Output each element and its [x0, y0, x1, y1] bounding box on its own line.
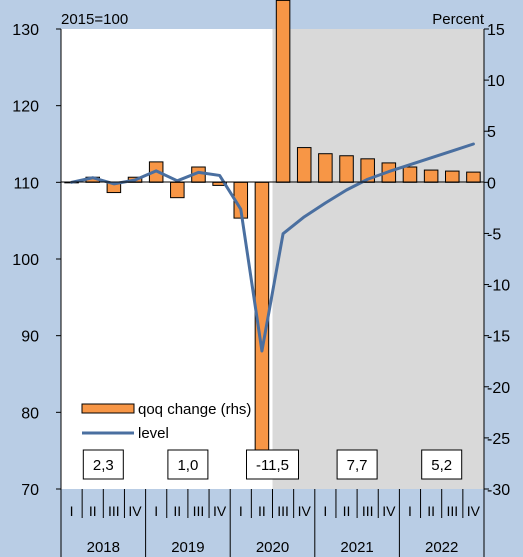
right-tick-label: -30: [487, 482, 510, 499]
annual-growth-value: 2,3: [93, 457, 114, 474]
right-tick-label: 10: [487, 73, 505, 90]
forecast-shading: [272, 29, 484, 489]
year-label: 2018: [87, 539, 120, 556]
year-label: 2019: [171, 539, 204, 556]
right-axis-ticks: -30 -25 -20 -15 -10 -5 0 5 10 15: [484, 22, 510, 499]
left-tick-label: 100: [12, 252, 39, 269]
annual-growth-value: -11,5: [256, 457, 289, 474]
quarter-label: I: [70, 503, 74, 519]
level-line: [70, 142, 475, 353]
quarter-label: III: [277, 503, 289, 519]
left-tick-label: 80: [21, 405, 39, 422]
year-label: 2022: [425, 539, 458, 556]
left-axis-ticks: 70 80 90 100 110 120 130: [12, 22, 61, 499]
annual-growth-value: 1,0: [177, 457, 198, 474]
year-label: 2020: [256, 539, 289, 556]
bar: [170, 181, 185, 199]
quarter-label: IV: [213, 503, 227, 519]
legend-line-label: level: [138, 425, 169, 442]
annual-growth-boxes: 2,3 1,0 -11,5 7,7 5,2: [82, 449, 463, 480]
quarter-label: IV: [382, 503, 396, 519]
right-tick-label: 0: [487, 175, 496, 192]
quarter-label: II: [427, 503, 435, 519]
bar: [339, 155, 354, 183]
annual-growth-value: 5,2: [431, 457, 452, 474]
quarter-label: IV: [467, 503, 481, 519]
bar: [275, 0, 291, 183]
right-tick-label: 5: [487, 124, 496, 141]
left-tick-label: 90: [21, 329, 39, 346]
bar: [318, 153, 333, 183]
bar: [466, 171, 481, 183]
annual-growth-value: 7,7: [347, 457, 368, 474]
left-axis-label: 2015=100: [61, 11, 128, 28]
quarter-label: III: [446, 503, 458, 519]
quarter-label: II: [89, 503, 97, 519]
quarter-label: I: [239, 503, 243, 519]
quarter-label: I: [154, 503, 158, 519]
right-tick-label: -15: [487, 329, 510, 346]
bar: [445, 170, 460, 183]
annual-growth-box: [167, 449, 209, 480]
year-label: 2021: [340, 539, 373, 556]
left-tick-label: 110: [13, 175, 39, 192]
legend: qoq change (rhs) level: [81, 401, 251, 442]
legend-bar-swatch: [81, 403, 135, 414]
right-tick-label: -5: [487, 226, 501, 243]
bar: [296, 147, 312, 183]
quarter-label: II: [258, 503, 266, 519]
bar: [423, 169, 439, 183]
quarter-label: II: [343, 503, 351, 519]
bar: [402, 166, 418, 183]
quarter-label: III: [193, 503, 205, 519]
quarter-label: IV: [298, 503, 312, 519]
annual-growth-box: [336, 449, 378, 480]
right-tick-label: -10: [487, 278, 510, 295]
right-axis-label: Percent: [432, 11, 485, 28]
quarter-label: III: [108, 503, 120, 519]
quarter-label: III: [362, 503, 374, 519]
left-tick-label: 130: [12, 22, 39, 39]
annual-growth-box: [246, 449, 299, 480]
right-tick-label: 15: [487, 22, 505, 39]
annual-growth-box: [421, 449, 463, 480]
left-tick-label: 120: [12, 99, 39, 116]
right-tick-label: -20: [487, 380, 510, 397]
quarter-label: II: [173, 503, 181, 519]
quarter-label: IV: [128, 503, 142, 519]
legend-bar-label: qoq change (rhs): [138, 401, 251, 418]
quarter-label: I: [323, 503, 327, 519]
quarter-label: I: [408, 503, 412, 519]
right-tick-label: -25: [487, 431, 510, 448]
left-tick-label: 70: [21, 482, 39, 499]
annual-growth-box: [82, 449, 124, 480]
x-axis: I II III IV I II III IV I II III IV I II III IV I II III IV…: [60, 489, 485, 557]
